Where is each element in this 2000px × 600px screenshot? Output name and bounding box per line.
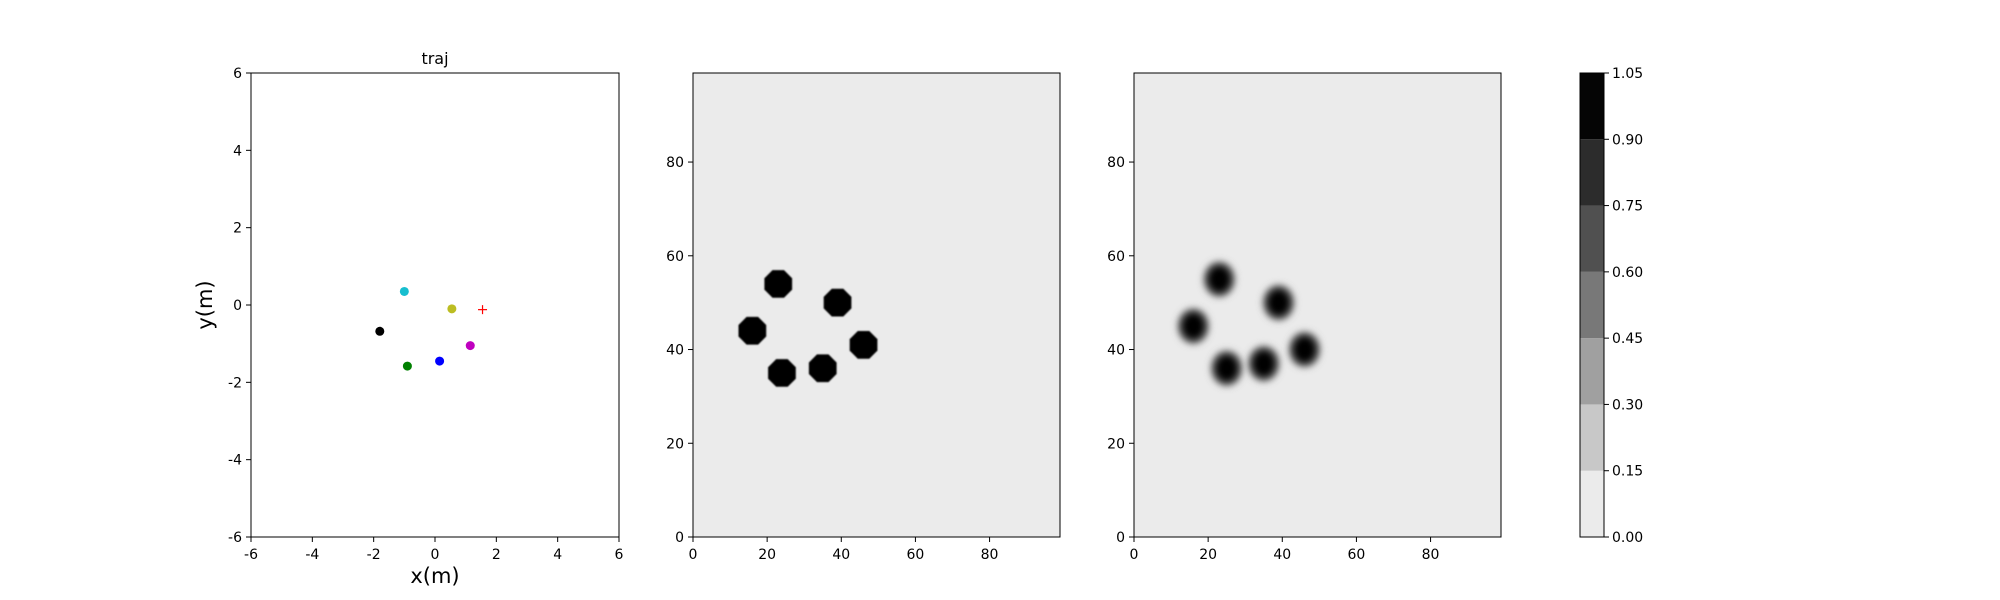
occupancy-blob: [1288, 331, 1321, 368]
traj-scatter-panel: traj -6 -4 -2 0 2 4 6 -6 -4 -2 0 2 4 6 x(m) y(m): [193, 49, 624, 588]
traj-x-tick-label: 2: [492, 547, 501, 563]
heatmap-sharp-x-tick-label: 20: [758, 547, 776, 563]
occupancy-blob: [1262, 284, 1295, 321]
heatmap-sharp-x-tick-label: 0: [689, 547, 698, 563]
agent-point: [435, 356, 445, 366]
colorbar-segments: [1580, 73, 1604, 537]
traj-points: [375, 286, 488, 371]
heatmap-sharp-x-tick-label: 80: [981, 547, 999, 563]
colorbar-segment: [1580, 271, 1604, 339]
heatmap-sharp-y-tick-label: 0: [675, 530, 684, 546]
traj-y-tick-label: 6: [233, 66, 242, 82]
colorbar-segment: [1580, 470, 1604, 537]
traj-x-tick-label: 6: [615, 547, 624, 563]
occupancy-blob: [768, 359, 796, 387]
occupancy-blob: [1203, 261, 1236, 298]
traj-x-tick-label: -6: [244, 547, 258, 563]
traj-title: traj: [421, 49, 448, 68]
agent-point: [402, 361, 412, 371]
agent-point: [375, 326, 385, 336]
agent-point: [465, 341, 475, 351]
occupancy-blob: [738, 316, 767, 345]
colorbar-frame: [1579, 72, 1605, 538]
colorbar-ticks: 0.00 0.15 0.30 0.45 0.60 0.75 0.90 1.05: [1604, 66, 1643, 546]
colorbar-tick-label: 0.30: [1612, 397, 1643, 413]
traj-y-tick-label: 4: [233, 143, 242, 159]
traj-y-tick-label: -4: [228, 453, 242, 469]
colorbar-tick-label: 0.90: [1612, 132, 1643, 148]
heatmap-soft-background: [1134, 73, 1501, 537]
traj-x-ticks: -6 -4 -2 0 2 4 6: [244, 537, 624, 563]
traj-x-tick-label: -2: [367, 547, 381, 563]
heatmap-soft-x-tick-label: 40: [1273, 547, 1291, 563]
agent-point: [447, 304, 457, 314]
traj-y-tick-label: -6: [228, 530, 242, 546]
heatmap-soft-frame: [1133, 72, 1502, 538]
heatmap-soft-y-tick-label: 80: [1107, 155, 1125, 171]
colorbar: 0.00 0.15 0.30 0.45 0.60 0.75 0.90 1.05: [1579, 66, 1643, 546]
colorbar-tick-label: 0.60: [1612, 265, 1643, 281]
heatmap-sharp-panel: 0 20 40 60 80 0 20 40 60 80: [666, 72, 1061, 563]
heatmap-soft-x-ticks: 0 20 40 60 80: [1130, 537, 1440, 563]
goal-plus-marker: [478, 305, 488, 315]
traj-x-tick-label: 4: [553, 547, 562, 563]
heatmap-soft-y-tick-label: 60: [1107, 249, 1125, 265]
heatmap-soft-x-tick-label: 0: [1130, 547, 1139, 563]
heatmap-sharp-frame: [692, 72, 1061, 538]
colorbar-segment: [1580, 338, 1604, 405]
traj-xlabel: x(m): [410, 564, 459, 588]
heatmap-soft-panel: 0 20 40 60 80 0 20 40 60 80: [1107, 72, 1502, 563]
colorbar-tick-label: 0.75: [1612, 199, 1643, 215]
colorbar-segment: [1580, 205, 1604, 272]
heatmap-sharp-x-ticks: 0 20 40 60 80: [689, 537, 999, 563]
heatmap-sharp-y-tick-label: 20: [666, 436, 684, 452]
heatmap-sharp-x-tick-label: 40: [832, 547, 850, 563]
heatmap-sharp-y-ticks: 0 20 40 60 80: [666, 155, 693, 546]
heatmap-sharp-blobs: [738, 270, 878, 387]
heatmap-sharp-y-tick-label: 60: [666, 249, 684, 265]
occupancy-blob: [808, 354, 837, 383]
occupancy-blob: [1177, 308, 1210, 345]
traj-y-tick-label: 2: [233, 221, 242, 237]
traj-y-tick-label: -2: [228, 375, 242, 391]
heatmap-soft-y-ticks: 0 20 40 60 80: [1107, 155, 1134, 546]
occupancy-blob: [823, 288, 852, 317]
traj-plot-area: [250, 72, 620, 538]
colorbar-tick-label: 0.45: [1612, 331, 1643, 347]
traj-ylabel: y(m): [193, 280, 217, 329]
traj-y-ticks: -6 -4 -2 0 2 4 6: [228, 66, 251, 546]
heatmap-sharp-y-tick-label: 80: [666, 155, 684, 171]
heatmap-soft-y-tick-label: 0: [1116, 530, 1125, 546]
traj-x-tick-label: -4: [305, 547, 319, 563]
colorbar-tick-label: 1.05: [1612, 66, 1643, 82]
colorbar-segment: [1580, 73, 1604, 140]
colorbar-tick-label: 0.15: [1612, 464, 1643, 480]
heatmap-sharp-background: [693, 73, 1060, 537]
heatmap-soft-blobs: [1177, 261, 1321, 387]
occupancy-blob: [764, 270, 793, 298]
heatmap-soft-x-tick-label: 20: [1199, 547, 1217, 563]
heatmap-soft-x-tick-label: 80: [1422, 547, 1440, 563]
heatmap-sharp-x-tick-label: 60: [907, 547, 925, 563]
colorbar-tick-label: 0.00: [1612, 530, 1643, 546]
occupancy-blob: [1210, 350, 1243, 387]
traj-y-tick-label: 0: [233, 298, 242, 314]
heatmap-soft-y-tick-label: 40: [1107, 343, 1125, 359]
heatmap-soft-x-tick-label: 60: [1348, 547, 1366, 563]
traj-x-tick-label: 0: [431, 547, 440, 563]
colorbar-segment: [1580, 404, 1604, 471]
colorbar-segment: [1580, 139, 1604, 206]
occupancy-blob: [1247, 345, 1280, 382]
occupancy-blob: [849, 331, 878, 359]
agent-point: [399, 286, 409, 296]
heatmap-soft-y-tick-label: 20: [1107, 436, 1125, 452]
heatmap-sharp-y-tick-label: 40: [666, 343, 684, 359]
